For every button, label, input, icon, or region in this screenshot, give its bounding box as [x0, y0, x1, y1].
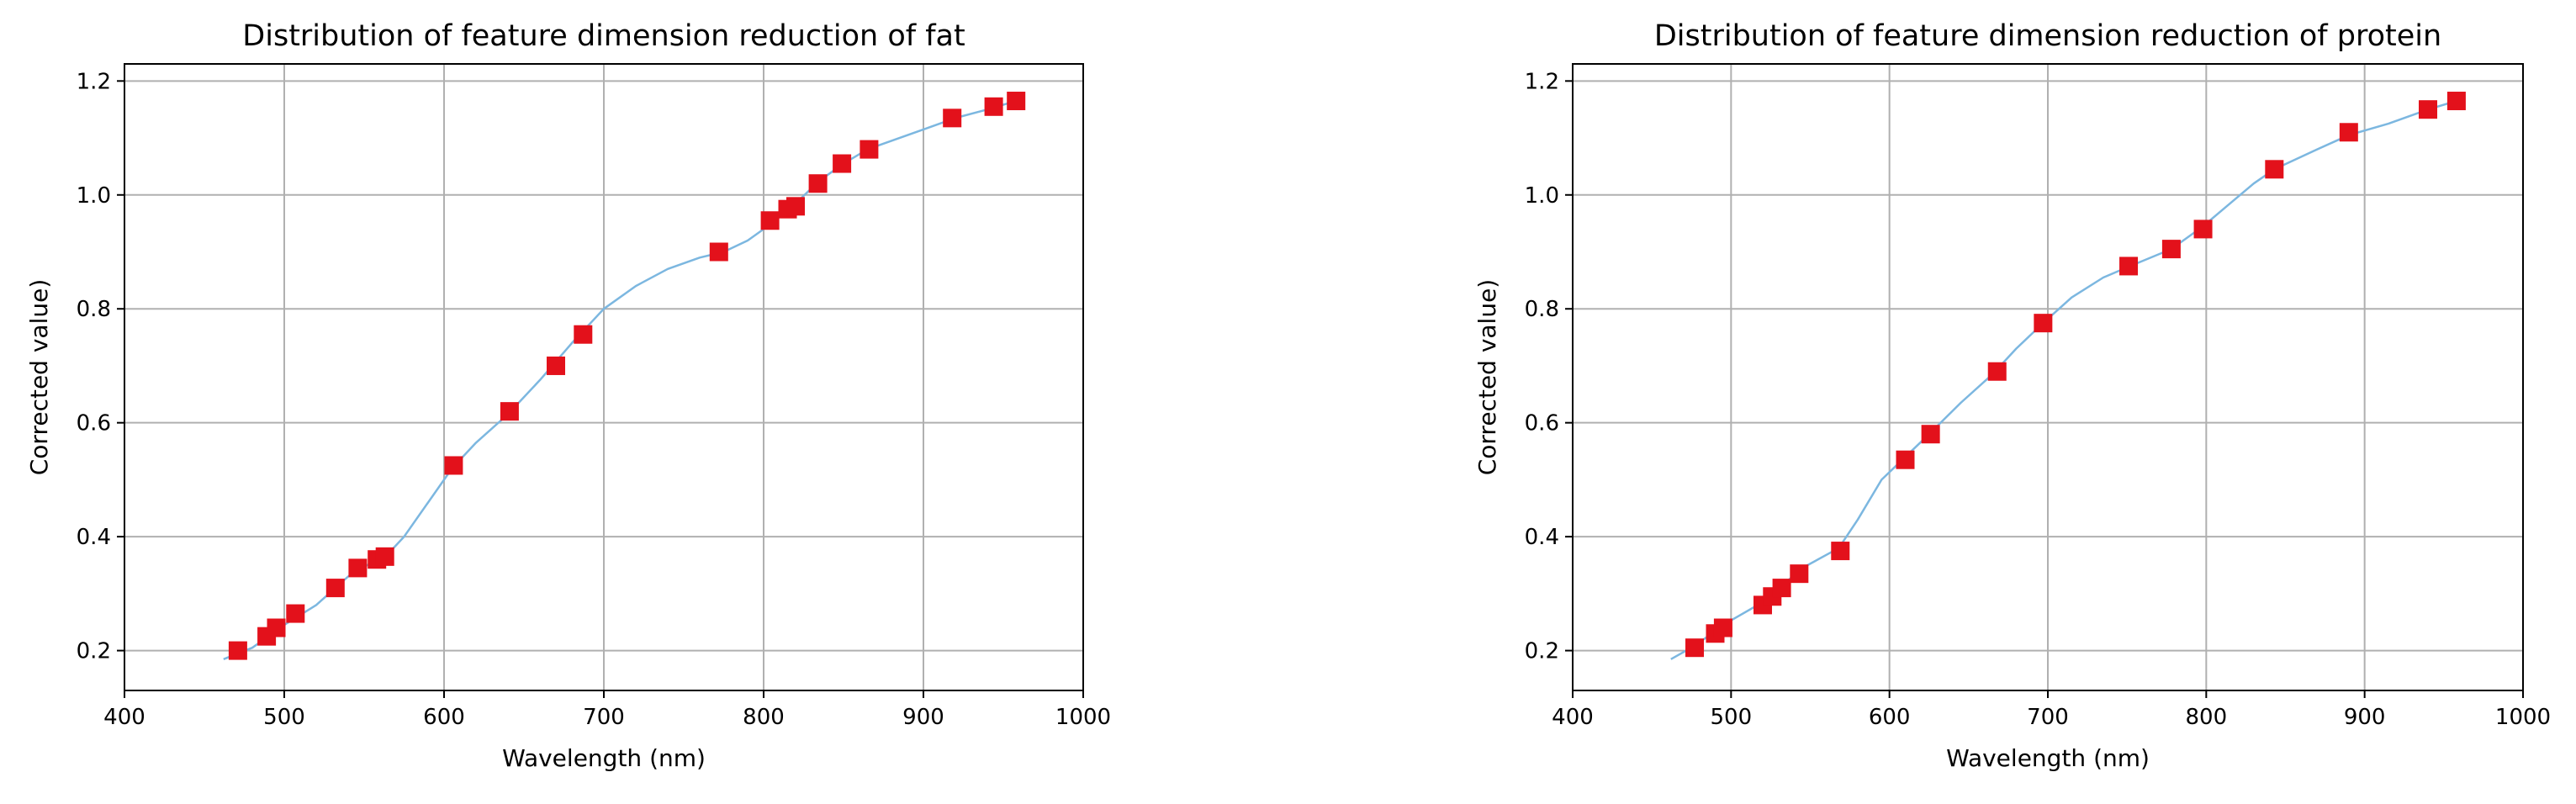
data-point-7 — [1831, 542, 1850, 561]
data-point-8 — [444, 456, 463, 475]
data-point-5 — [1772, 579, 1791, 598]
x-tick-label-0: 400 — [103, 705, 145, 730]
data-point-12 — [709, 242, 728, 262]
y-tick-label-0: 0.2 — [1525, 639, 1559, 664]
series-curve — [223, 99, 1017, 660]
y-tick-label-3: 0.8 — [1525, 297, 1559, 322]
y-tick-label-4: 1.0 — [77, 183, 111, 209]
y-tick-label-3: 0.8 — [77, 297, 111, 322]
y-tick-label-0: 0.2 — [77, 639, 111, 664]
x-axis-label: Wavelength (nm) — [1946, 744, 2150, 772]
y-axis-label: Corrected value) — [1473, 279, 1501, 476]
data-point-9 — [1921, 425, 1940, 444]
data-point-16 — [2339, 123, 2358, 142]
y-axis: 0.2 0.4 0.6 0.8 1.0 1.2 — [1525, 69, 1573, 664]
data-point-14 — [2193, 220, 2213, 239]
grid — [124, 64, 1084, 690]
chart-fat: 400 500 600 700 800 900 1000 0.2 0.4 0.6 0.8 1.0 1.2… — [25, 19, 1111, 772]
chart-protein: 400 500 600 700 800 900 1000 0.2 0.4 0.6 0.8 1.0 1.2… — [1473, 19, 2551, 772]
x-tick-label-0: 400 — [1552, 705, 1594, 730]
data-point-2 — [267, 618, 286, 637]
data-point-7 — [375, 547, 394, 566]
y-tick-label-5: 1.2 — [1525, 69, 1559, 94]
data-point-8 — [1896, 450, 1915, 469]
x-tick-label-6: 1000 — [1055, 705, 1111, 730]
y-tick-label-5: 1.2 — [77, 69, 111, 94]
x-axis: 400 500 600 700 800 900 1000 — [1552, 690, 2551, 730]
data-point-2 — [1713, 618, 1732, 637]
data-point-11 — [2034, 314, 2053, 333]
data-point-13 — [760, 211, 780, 230]
data-point-19 — [943, 108, 962, 128]
x-tick-label-6: 1000 — [2495, 705, 2551, 730]
data-point-18 — [2446, 92, 2466, 111]
data-point-9 — [500, 402, 519, 421]
x-axis-label: Wavelength (nm) — [502, 744, 706, 772]
y-tick-label-1: 0.4 — [1525, 525, 1559, 550]
x-tick-label-1: 500 — [1711, 705, 1753, 730]
x-axis: 400 500 600 700 800 900 1000 — [103, 690, 1111, 730]
x-tick-label-3: 700 — [583, 705, 625, 730]
data-point-20 — [984, 97, 1003, 116]
data-point-10 — [1987, 362, 2007, 381]
data-point-10 — [547, 356, 565, 375]
x-tick-label-5: 900 — [2344, 705, 2386, 730]
y-axis: 0.2 0.4 0.6 0.8 1.0 1.2 — [77, 69, 124, 664]
data-point-18 — [860, 140, 879, 159]
x-tick-label-2: 600 — [423, 705, 465, 730]
y-tick-label-4: 1.0 — [1525, 183, 1559, 209]
grid — [1572, 64, 2524, 690]
data-point-0 — [1685, 638, 1705, 658]
x-tick-label-4: 800 — [2186, 705, 2228, 730]
y-tick-label-2: 0.6 — [1525, 411, 1559, 436]
data-point-5 — [348, 558, 368, 578]
y-tick-label-1: 0.4 — [77, 525, 111, 550]
data-point-17 — [2419, 100, 2437, 119]
x-tick-label-4: 800 — [743, 705, 785, 730]
x-tick-label-1: 500 — [263, 705, 305, 730]
data-point-0 — [228, 641, 247, 660]
series-markers — [228, 92, 1026, 660]
chart-title: Distribution of feature dimension reduct… — [1654, 19, 2441, 53]
series-curve — [1670, 99, 2457, 660]
x-tick-label-2: 600 — [1869, 705, 1911, 730]
x-tick-label-3: 700 — [2027, 705, 2069, 730]
data-point-6 — [1790, 564, 1809, 584]
data-point-12 — [2119, 257, 2139, 276]
data-point-13 — [2161, 240, 2181, 259]
data-point-17 — [833, 154, 852, 173]
chart-title: Distribution of feature dimension reduct… — [242, 19, 965, 53]
x-tick-label-5: 900 — [902, 705, 944, 730]
y-tick-label-2: 0.6 — [77, 411, 111, 436]
data-point-15 — [2265, 160, 2284, 179]
data-point-4 — [325, 579, 345, 598]
y-axis-label: Corrected value) — [25, 279, 53, 476]
data-point-21 — [1007, 92, 1026, 111]
data-point-15 — [786, 197, 805, 216]
series-markers — [1685, 92, 2466, 658]
data-point-16 — [808, 174, 828, 193]
data-point-11 — [574, 325, 593, 344]
data-point-3 — [286, 604, 305, 623]
